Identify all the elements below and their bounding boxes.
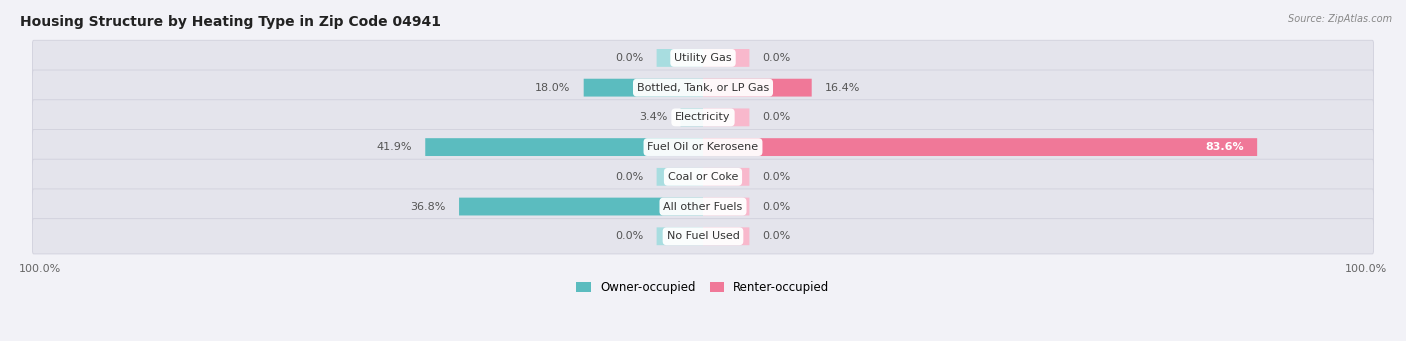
FancyBboxPatch shape xyxy=(657,49,703,67)
Legend: Owner-occupied, Renter-occupied: Owner-occupied, Renter-occupied xyxy=(571,275,835,300)
FancyBboxPatch shape xyxy=(32,219,1374,254)
Text: Electricity: Electricity xyxy=(675,113,731,122)
Text: 41.9%: 41.9% xyxy=(377,142,412,152)
Text: 0.0%: 0.0% xyxy=(762,202,792,211)
Text: 0.0%: 0.0% xyxy=(762,172,792,182)
Text: Utility Gas: Utility Gas xyxy=(675,53,731,63)
FancyBboxPatch shape xyxy=(32,70,1374,105)
Text: 0.0%: 0.0% xyxy=(614,172,644,182)
Text: 16.4%: 16.4% xyxy=(825,83,860,93)
FancyBboxPatch shape xyxy=(703,168,749,186)
Text: No Fuel Used: No Fuel Used xyxy=(666,231,740,241)
Text: 0.0%: 0.0% xyxy=(614,53,644,63)
Text: Housing Structure by Heating Type in Zip Code 04941: Housing Structure by Heating Type in Zip… xyxy=(20,15,441,29)
FancyBboxPatch shape xyxy=(460,198,703,216)
Text: 36.8%: 36.8% xyxy=(411,202,446,211)
Text: 0.0%: 0.0% xyxy=(762,53,792,63)
FancyBboxPatch shape xyxy=(681,108,703,126)
Text: Coal or Coke: Coal or Coke xyxy=(668,172,738,182)
FancyBboxPatch shape xyxy=(703,198,749,216)
FancyBboxPatch shape xyxy=(703,49,749,67)
FancyBboxPatch shape xyxy=(657,227,703,245)
Text: 0.0%: 0.0% xyxy=(762,113,792,122)
FancyBboxPatch shape xyxy=(32,130,1374,165)
FancyBboxPatch shape xyxy=(703,108,749,126)
FancyBboxPatch shape xyxy=(32,159,1374,194)
FancyBboxPatch shape xyxy=(703,79,811,97)
Text: 83.6%: 83.6% xyxy=(1205,142,1244,152)
Text: Fuel Oil or Kerosene: Fuel Oil or Kerosene xyxy=(647,142,759,152)
FancyBboxPatch shape xyxy=(32,40,1374,76)
Text: 18.0%: 18.0% xyxy=(536,83,571,93)
FancyBboxPatch shape xyxy=(703,227,749,245)
Text: Bottled, Tank, or LP Gas: Bottled, Tank, or LP Gas xyxy=(637,83,769,93)
Text: All other Fuels: All other Fuels xyxy=(664,202,742,211)
FancyBboxPatch shape xyxy=(32,100,1374,135)
FancyBboxPatch shape xyxy=(703,138,1257,156)
FancyBboxPatch shape xyxy=(657,168,703,186)
Text: Source: ZipAtlas.com: Source: ZipAtlas.com xyxy=(1288,14,1392,24)
FancyBboxPatch shape xyxy=(583,79,703,97)
Text: 3.4%: 3.4% xyxy=(638,113,668,122)
Text: 0.0%: 0.0% xyxy=(614,231,644,241)
FancyBboxPatch shape xyxy=(32,189,1374,224)
Text: 0.0%: 0.0% xyxy=(762,231,792,241)
FancyBboxPatch shape xyxy=(425,138,703,156)
